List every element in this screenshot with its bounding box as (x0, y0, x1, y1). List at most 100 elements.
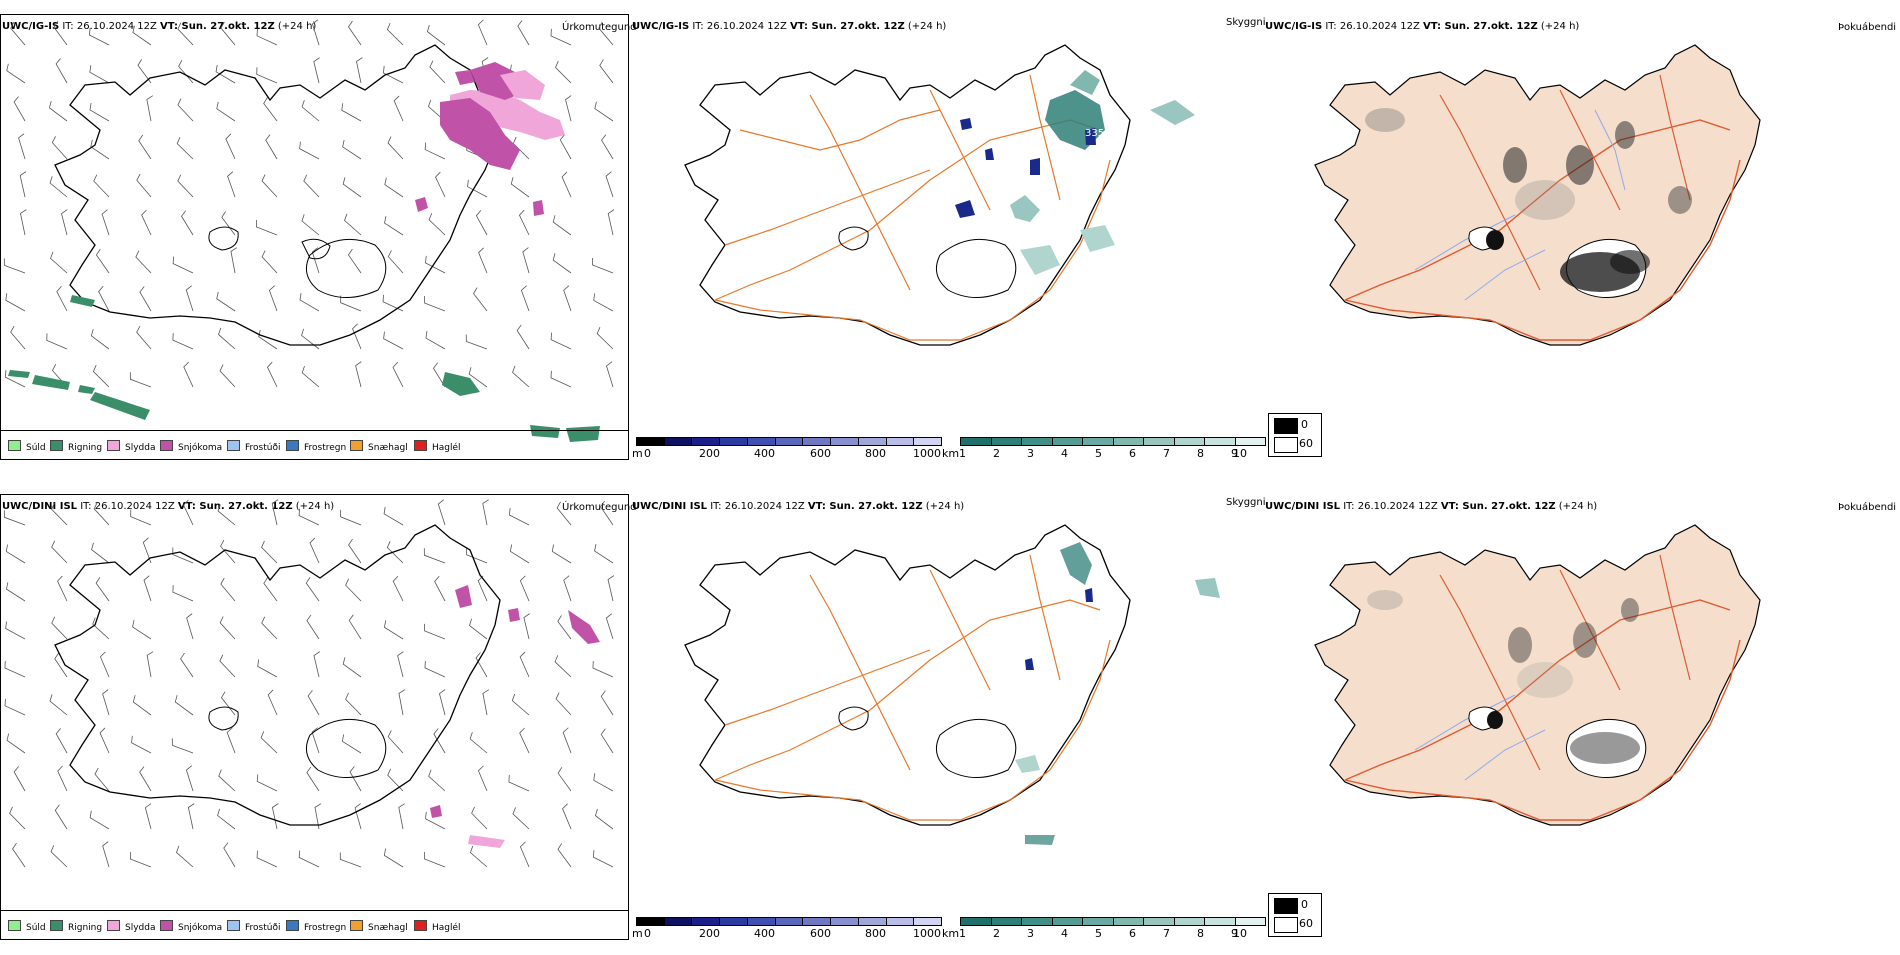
wind-barb (219, 616, 236, 640)
precip-map (3, 499, 615, 868)
wind-barb (99, 651, 110, 678)
wind-barb (177, 22, 194, 46)
colorbar-bin (775, 438, 804, 445)
wind-barb (53, 21, 68, 46)
valid-time-label: VT: (1423, 21, 1442, 32)
wind-barb (437, 499, 446, 526)
legend-item-sleet: Slydda (107, 440, 155, 453)
wind-barb (177, 174, 194, 198)
visibility-panel-title: UWC/IG-IS IT: 26.10.2024 12Z VT: Sun. 27… (632, 21, 946, 32)
wind-barb (5, 621, 26, 640)
visibility-tick: 4 (1061, 447, 1068, 460)
wind-barb (383, 331, 404, 350)
visibility-tick: 10 (1233, 927, 1247, 940)
wind-barb (301, 100, 320, 122)
fog-legend-low-swatch (1274, 917, 1298, 933)
wind-barb (311, 727, 320, 754)
wind-barb (51, 616, 68, 640)
colorbar-bin (637, 438, 665, 445)
valid-time-label: VT: (790, 21, 809, 32)
colorbar-bin (914, 438, 942, 445)
freezing-rain-swatch (286, 440, 299, 451)
wind-barb (180, 210, 194, 236)
visibility-panel-label: Skyggni (1226, 497, 1266, 508)
wind-barb (392, 575, 404, 602)
wind-barb (92, 364, 110, 388)
wind-barb (550, 370, 572, 388)
colorbar-bin (1144, 918, 1175, 925)
colorbar-bin (1113, 438, 1144, 445)
wind-barb (600, 690, 614, 716)
wind-barb (339, 852, 362, 868)
snow-pellets-swatch (350, 920, 363, 931)
wind-barb (10, 325, 26, 350)
wind-barb (51, 136, 68, 160)
wind-barb (90, 139, 110, 160)
colorbar-bin (1174, 438, 1205, 445)
legend-item-freezing-rain: Frostregn (286, 440, 346, 453)
visibility-tick: 6 (1129, 447, 1136, 460)
wind-barb (387, 136, 404, 160)
wind-barb (432, 362, 446, 388)
wind-barb (256, 774, 278, 792)
wind-barb (469, 845, 488, 868)
wind-barb (174, 695, 194, 716)
wind-barb (93, 174, 110, 198)
wind-barb (220, 21, 236, 46)
wind-barb (387, 730, 404, 754)
elevation-tick: 200 (699, 447, 720, 460)
legend-label: Rigning (68, 923, 103, 933)
init-time: IT: 26.10.2024 12Z (1340, 501, 1441, 512)
wind-barb (557, 843, 572, 868)
wind-barb (561, 171, 572, 198)
wind-barb (186, 613, 194, 640)
wind-barb (554, 655, 572, 678)
wind-barb (523, 613, 530, 640)
wind-barbs (3, 19, 615, 388)
iceland-land (1314, 524, 1761, 826)
precip-shading (8, 62, 600, 442)
fog-legend-high-swatch (1274, 418, 1298, 434)
wind-barb (469, 618, 488, 640)
wind-barb (219, 364, 236, 388)
wind-barb (473, 287, 488, 312)
wind-barb (475, 210, 488, 236)
wind-barb (511, 693, 530, 716)
wind-barb (4, 370, 26, 388)
wind-barb (256, 28, 278, 46)
wind-barb (176, 137, 194, 160)
glaciers (838, 706, 1017, 778)
wind-barb (230, 247, 238, 274)
wind-barb (267, 689, 278, 716)
colorbar-bin (747, 438, 776, 445)
wind-barb (263, 577, 278, 602)
wind-barb (557, 615, 572, 640)
wind-barb (172, 256, 194, 274)
wind-barb (562, 727, 572, 754)
wind-barb (88, 28, 110, 46)
wind-barb (348, 614, 362, 640)
wind-barb (95, 577, 110, 602)
wind-barb (217, 808, 236, 830)
wind-barb (477, 19, 488, 46)
init-time: IT: 26.10.2024 12Z (77, 501, 178, 512)
wind-barb (218, 327, 236, 350)
colorbar-bin (1205, 438, 1236, 445)
elevation-tick: 200 (699, 927, 720, 940)
wind-barb (56, 285, 68, 312)
fog-map (1314, 524, 1761, 826)
visibility-tick: 9 (1231, 447, 1238, 460)
colorbar-bin (1235, 438, 1265, 445)
wind-barb (307, 690, 320, 716)
wind-barb (383, 848, 404, 868)
wind-barb (306, 766, 320, 792)
wind-barb (347, 248, 362, 274)
wind-barb (256, 219, 278, 236)
valid-time-label: VT: (1440, 501, 1459, 512)
model-name: UWC/DINI ISL (1265, 501, 1341, 512)
wind-barb (424, 851, 446, 868)
visibility-tick: 10 (1233, 447, 1247, 460)
wind-barb (397, 651, 404, 678)
wind-barb (51, 502, 68, 526)
legend-item-sleet: Slydda (107, 920, 155, 933)
